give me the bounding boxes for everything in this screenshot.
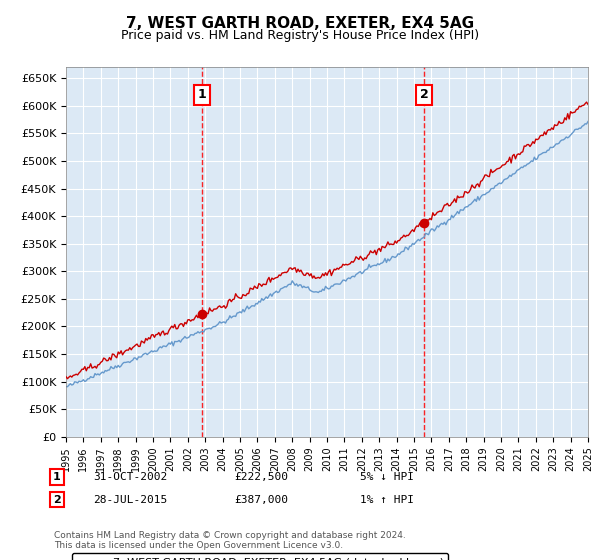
Text: 1: 1	[53, 472, 61, 482]
Text: 2: 2	[420, 88, 428, 101]
Text: 1: 1	[198, 88, 206, 101]
Legend: 7, WEST GARTH ROAD, EXETER, EX4 5AG (detached house), HPI: Average price, detach: 7, WEST GARTH ROAD, EXETER, EX4 5AG (det…	[71, 553, 448, 560]
Text: Contains HM Land Registry data © Crown copyright and database right 2024.
This d: Contains HM Land Registry data © Crown c…	[54, 530, 406, 550]
Text: 28-JUL-2015: 28-JUL-2015	[93, 494, 167, 505]
Text: 1% ↑ HPI: 1% ↑ HPI	[360, 494, 414, 505]
Text: 2: 2	[53, 494, 61, 505]
Text: Price paid vs. HM Land Registry's House Price Index (HPI): Price paid vs. HM Land Registry's House …	[121, 29, 479, 42]
Text: 31-OCT-2002: 31-OCT-2002	[93, 472, 167, 482]
Text: £222,500: £222,500	[234, 472, 288, 482]
Text: 5% ↓ HPI: 5% ↓ HPI	[360, 472, 414, 482]
Text: 7, WEST GARTH ROAD, EXETER, EX4 5AG: 7, WEST GARTH ROAD, EXETER, EX4 5AG	[126, 16, 474, 31]
Text: £387,000: £387,000	[234, 494, 288, 505]
